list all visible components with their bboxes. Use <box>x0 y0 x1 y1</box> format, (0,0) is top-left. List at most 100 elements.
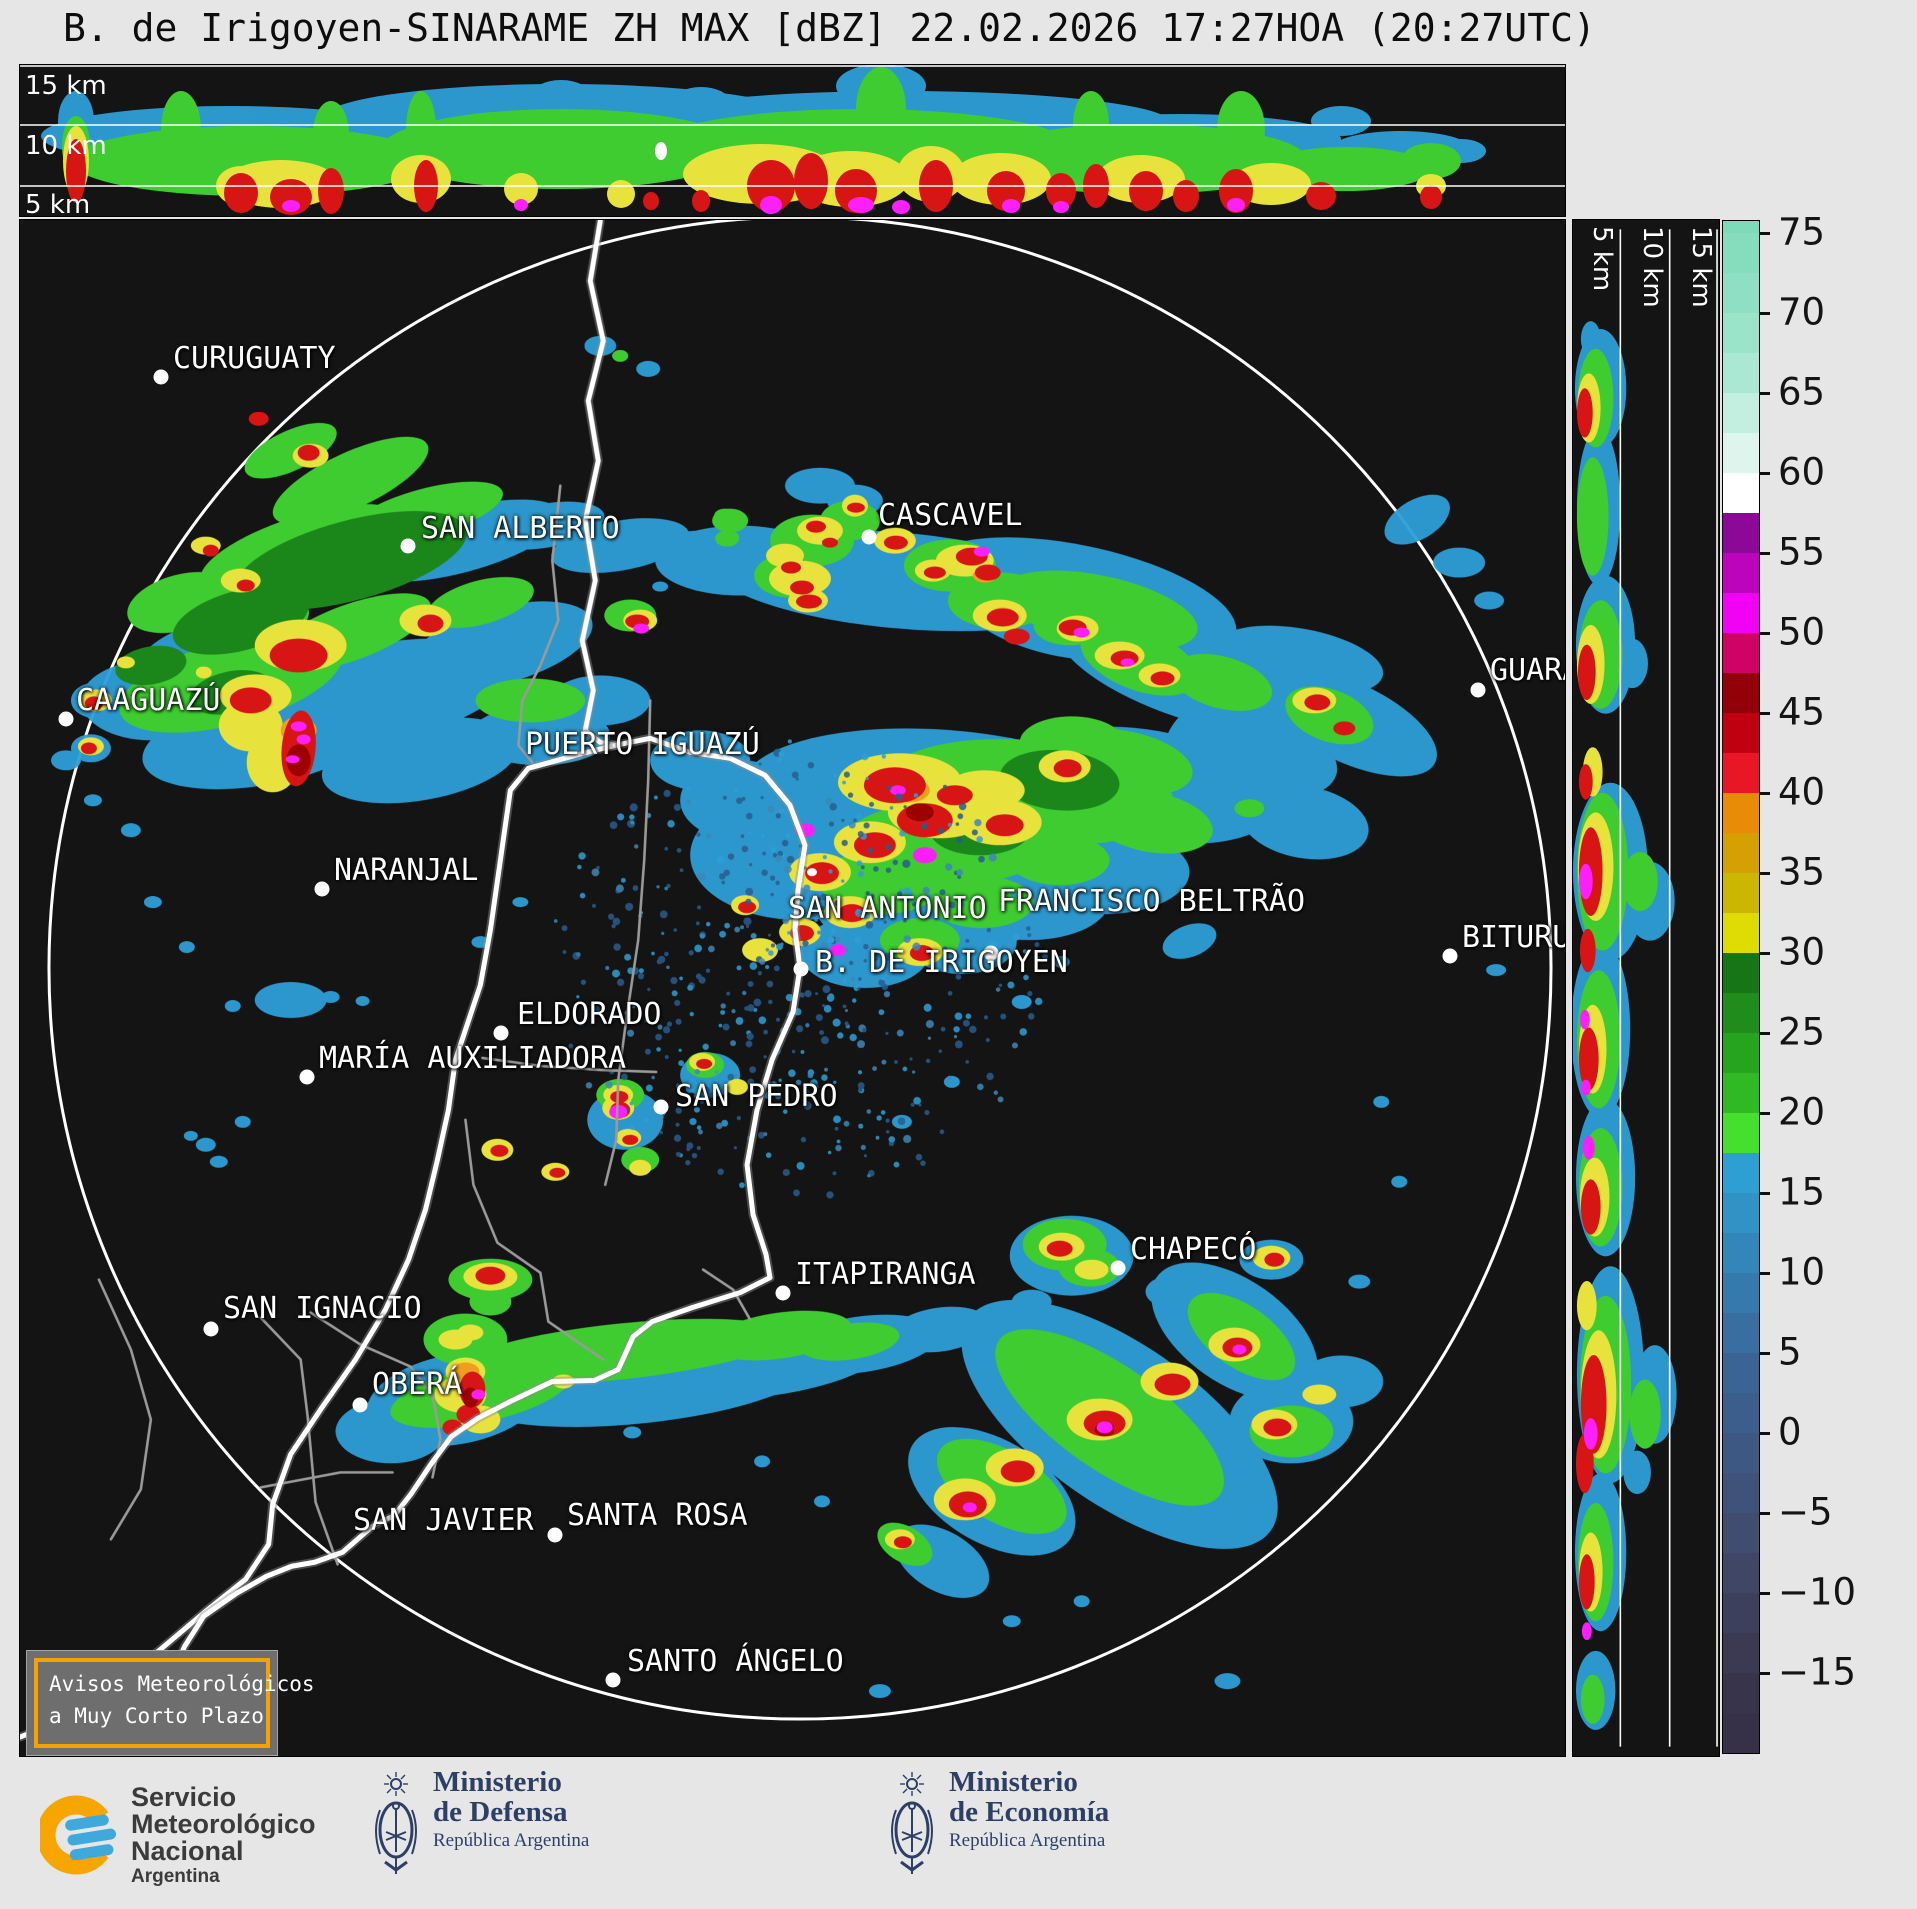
colorbar-band <box>1723 393 1759 433</box>
city-dot <box>861 529 877 545</box>
avisos-line1: Avisos Meteorológicos <box>49 1672 315 1696</box>
colorbar-band <box>1723 473 1759 513</box>
colorbar-tick-label: 45 <box>1778 690 1826 734</box>
colorbar-band <box>1723 1313 1759 1353</box>
city-dot <box>352 1397 368 1413</box>
city-label: SAN JAVIER <box>353 1503 534 1538</box>
colorbar: 75 70 65 60 55 50 45 40 35 30 25 20 15 10 5 0 −5 −10 −15 <box>1722 211 1856 1754</box>
smn-sub: Argentina <box>131 1866 220 1887</box>
right-panel-label-15km: 15 km <box>1686 226 1716 308</box>
colorbar-band <box>1723 1233 1759 1273</box>
colorbar-band <box>1723 1073 1759 1113</box>
colorbar-band <box>1723 1393 1759 1433</box>
defensa-sub: República Argentina <box>433 1830 590 1852</box>
city-dot <box>1470 682 1486 698</box>
colorbar-band <box>1723 313 1759 353</box>
city-label: SAN ALBERTO <box>421 511 620 546</box>
colorbar-tick <box>1759 872 1770 875</box>
city-label: CASCAVEL <box>878 498 1023 533</box>
colorbar-band <box>1723 913 1759 953</box>
defensa-line1: Ministerio <box>433 1766 562 1798</box>
footer: Servicio Meteorológico Nacional Argentin… <box>0 1758 1917 1909</box>
city-label: SANTO ÁNGELO <box>627 1644 844 1679</box>
colorbar-tick <box>1759 1112 1770 1115</box>
colorbar-tick <box>1759 792 1770 795</box>
colorbar-band <box>1723 873 1759 913</box>
city-label: SAN ANTONIO <box>788 891 987 926</box>
smn-logo-icon <box>40 1795 116 1875</box>
figure-title: B. de Irigoyen-SINARAME ZH MAX [dBZ] 22.… <box>63 6 1596 50</box>
cross-section-top-panel: 15 km 10 km 5 km <box>19 64 1566 217</box>
colorbar-tick-label: 75 <box>1778 210 1826 254</box>
colorbar-band <box>1723 1513 1759 1553</box>
city-label: SAN PEDRO <box>675 1079 838 1114</box>
defensa-line2: de Defensa <box>433 1795 568 1828</box>
ministerio-defensa-block: Ministerio de Defensa República Argentin… <box>372 1766 590 1874</box>
colorbar-band <box>1723 433 1759 473</box>
city-label: NARANJAL <box>334 853 479 888</box>
colorbar-tick-label: −15 <box>1778 1650 1857 1694</box>
colorbar-tick-label: 0 <box>1778 1410 1802 1454</box>
colorbar-tick <box>1759 712 1770 715</box>
colorbar-band <box>1723 221 1759 233</box>
colorbar-tick <box>1759 1432 1770 1435</box>
colorbar-tick <box>1759 1352 1770 1355</box>
smn-logo <box>40 1786 116 1884</box>
colorbar-band <box>1723 1473 1759 1513</box>
colorbar-band <box>1723 953 1759 993</box>
city-label: CURUGUATY <box>173 341 336 376</box>
colorbar-band <box>1723 1433 1759 1473</box>
right-panel-label-10km: 10 km <box>1637 226 1667 308</box>
smn-text-block: Servicio Meteorológico Nacional Argentin… <box>131 1784 316 1889</box>
colorbar-tick-label: −5 <box>1778 1490 1833 1534</box>
city-dot <box>1442 948 1458 964</box>
city-label: MARÍA AUXILIADORA <box>319 1041 627 1076</box>
radar-map-plot <box>20 220 1553 1756</box>
colorbar-tick <box>1759 1672 1770 1675</box>
colorbar-tick-label: 20 <box>1778 1090 1826 1134</box>
colorbar-tick <box>1759 1592 1770 1595</box>
colorbar-tick-label: 40 <box>1778 770 1826 814</box>
colorbar-band <box>1723 1713 1759 1753</box>
colorbar-band <box>1723 1193 1759 1233</box>
colorbar-tick-label: 15 <box>1778 1170 1826 1214</box>
avisos-box: Avisos Meteorológicos a Muy Corto Plazo <box>26 1650 315 1756</box>
economia-line2: de Economía <box>949 1795 1110 1828</box>
smn-line3: Nacional <box>131 1836 244 1866</box>
city-label: ITAPIRANGA <box>795 1257 976 1292</box>
top-panel-label-10km: 10 km <box>25 131 107 161</box>
colorbar-tick-label: 5 <box>1778 1330 1802 1374</box>
colorbar-band <box>1723 753 1759 793</box>
colorbar-band <box>1723 833 1759 873</box>
city-dot <box>203 1321 219 1337</box>
economia-line1: Ministerio <box>949 1766 1078 1798</box>
colorbar-tick <box>1759 1032 1770 1035</box>
smn-line2: Meteorológico <box>131 1809 316 1839</box>
colorbar-tick <box>1759 232 1770 235</box>
colorbar-tick <box>1759 1272 1770 1275</box>
colorbar-band <box>1723 793 1759 833</box>
city-label: SANTA ROSA <box>567 1498 748 1533</box>
ministerio-economia-block: Ministerio de Economía República Argenti… <box>888 1766 1110 1874</box>
city-dot <box>1110 1260 1126 1276</box>
colorbar-band <box>1723 1593 1759 1633</box>
colorbar-tick-label: −10 <box>1778 1570 1857 1614</box>
coat-of-arms-icon <box>375 1772 417 1874</box>
city-dot <box>400 538 416 554</box>
top-panel-label-5km: 5 km <box>25 190 91 217</box>
colorbar-tick-label: 70 <box>1778 290 1826 334</box>
colorbar-tick <box>1759 1512 1770 1515</box>
city-dot <box>58 711 74 727</box>
city-dot <box>775 1285 791 1301</box>
city-label: GUARA <box>1490 653 1565 688</box>
top-panel-label-15km: 15 km <box>25 71 107 101</box>
city-dot <box>547 1527 563 1543</box>
colorbar-band <box>1723 1273 1759 1313</box>
colorbar-band <box>1723 1033 1759 1073</box>
colorbar-tick <box>1759 632 1770 635</box>
colorbar-tick-label: 65 <box>1778 370 1826 414</box>
colorbar-band <box>1723 633 1759 673</box>
city-label: FRANCISCO BELTRÃO <box>998 884 1306 919</box>
city-label: BITURU <box>1462 920 1566 955</box>
colorbar-tick-label: 10 <box>1778 1250 1826 1294</box>
